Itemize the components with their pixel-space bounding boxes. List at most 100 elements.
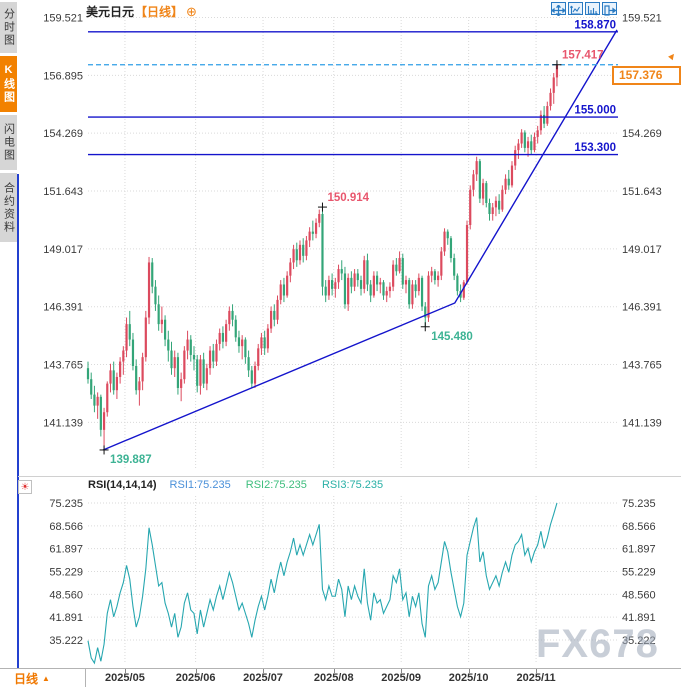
- candle: [157, 295, 160, 331]
- rsi3-value: RSI3:75.235: [321, 479, 384, 491]
- candle: [347, 273, 350, 311]
- candle: [462, 280, 465, 300]
- candle: [279, 280, 282, 305]
- candle: [366, 253, 369, 292]
- price-axis-label-right: 141.139: [622, 417, 662, 429]
- candle: [135, 359, 138, 395]
- candle: [289, 258, 292, 283]
- compress-x-axis-icon[interactable]: [568, 2, 583, 15]
- candle: [96, 392, 99, 419]
- level-label: 158.870: [574, 19, 616, 31]
- rsi-axis-label-left: 55.229: [49, 566, 83, 578]
- candle: [115, 372, 119, 400]
- date-tick: [195, 669, 197, 673]
- sidebar-tab-3[interactable]: 合约资料: [0, 173, 17, 242]
- rsi-axis-label-right: 61.897: [622, 544, 656, 556]
- candle: [481, 178, 485, 206]
- pan-crosshair-icon[interactable]: [551, 2, 566, 17]
- date-label: 2025/11: [516, 672, 556, 684]
- rsi-axis-label-left: 48.560: [49, 589, 83, 601]
- candle: [180, 372, 183, 402]
- candle: [173, 350, 176, 377]
- candle: [488, 198, 491, 221]
- candle: [305, 236, 308, 261]
- pane-separator: [18, 476, 681, 477]
- candle: [237, 330, 241, 353]
- candle: [478, 158, 481, 203]
- candle: [260, 332, 263, 355]
- sidebar-tab-2[interactable]: 闪电图: [0, 115, 17, 170]
- sidebar-tab-0[interactable]: 分时图: [0, 2, 17, 53]
- candle: [523, 130, 526, 153]
- candle: [449, 236, 453, 263]
- period-selector[interactable]: 日线 ▲: [0, 669, 86, 687]
- rsi-axis-label-right: 55.229: [622, 566, 656, 578]
- price-axis-label-left: 151.643: [43, 186, 83, 198]
- candle: [340, 260, 343, 281]
- candle: [411, 280, 414, 309]
- rsi-axis-label-right: 48.560: [622, 589, 656, 601]
- rsi2-value: RSI2:75.235: [245, 479, 307, 491]
- candle: [205, 363, 208, 391]
- price-axis-label-right: 149.017: [622, 244, 662, 256]
- price-axis-label-right: 159.521: [622, 13, 662, 25]
- annotation-marker: [99, 445, 109, 455]
- candle: [318, 209, 321, 228]
- exit-chart-icon[interactable]: [602, 2, 617, 16]
- panel-left-border: [17, 174, 19, 668]
- candle: [276, 295, 279, 325]
- candle: [234, 315, 237, 342]
- candle: [443, 228, 446, 256]
- candle: [491, 202, 494, 221]
- price-axis-label-left: 149.017: [43, 244, 83, 256]
- candle: [253, 361, 257, 388]
- candle: [327, 275, 330, 300]
- candle: [138, 376, 141, 406]
- candle: [353, 269, 356, 292]
- candle: [269, 306, 273, 333]
- candle: [131, 332, 135, 371]
- indicator-sun-icon[interactable]: ☀: [18, 480, 32, 494]
- price-axis-label-left: 143.765: [43, 360, 83, 372]
- date-tick: [401, 669, 403, 673]
- candle: [186, 330, 189, 360]
- candle: [546, 101, 549, 126]
- candle: [151, 258, 154, 294]
- trendline[interactable]: [102, 29, 618, 451]
- rsi-header: RSI(14,14,14) RSI1:75.235 RSI2:75.235 RS…: [88, 479, 383, 491]
- candle: [125, 317, 128, 358]
- candle: [122, 346, 125, 375]
- price-axis-label-right: 143.765: [622, 360, 662, 372]
- candle: [154, 280, 157, 311]
- candle: [212, 343, 215, 369]
- price-axis-label-left: 156.895: [43, 70, 83, 82]
- candle: [282, 277, 286, 303]
- current-price-label: 157.376: [612, 66, 681, 85]
- candle: [202, 352, 205, 388]
- annotation-marker: [317, 202, 327, 212]
- date-tick: [333, 669, 335, 673]
- annotation-text: 150.914: [327, 192, 369, 204]
- candle: [295, 242, 298, 267]
- candle: [401, 253, 404, 289]
- candle: [215, 339, 218, 366]
- candle: [266, 324, 269, 353]
- candle: [106, 381, 109, 417]
- sidebar-tab-1[interactable]: K线图: [0, 56, 17, 112]
- candle: [440, 247, 443, 281]
- candle: [417, 273, 420, 296]
- candle: [273, 304, 276, 327]
- candle: [241, 335, 244, 360]
- candle: [414, 280, 417, 298]
- candle: [472, 169, 475, 197]
- indicator-settings-icon[interactable]: ⊕: [186, 4, 197, 19]
- candle: [372, 271, 375, 298]
- candle: [93, 385, 96, 413]
- candle: [324, 280, 327, 303]
- candle: [163, 315, 167, 347]
- candle: [218, 328, 221, 351]
- compress-y-axis-icon[interactable]: [585, 2, 600, 16]
- candle: [517, 139, 520, 159]
- candle: [520, 129, 523, 148]
